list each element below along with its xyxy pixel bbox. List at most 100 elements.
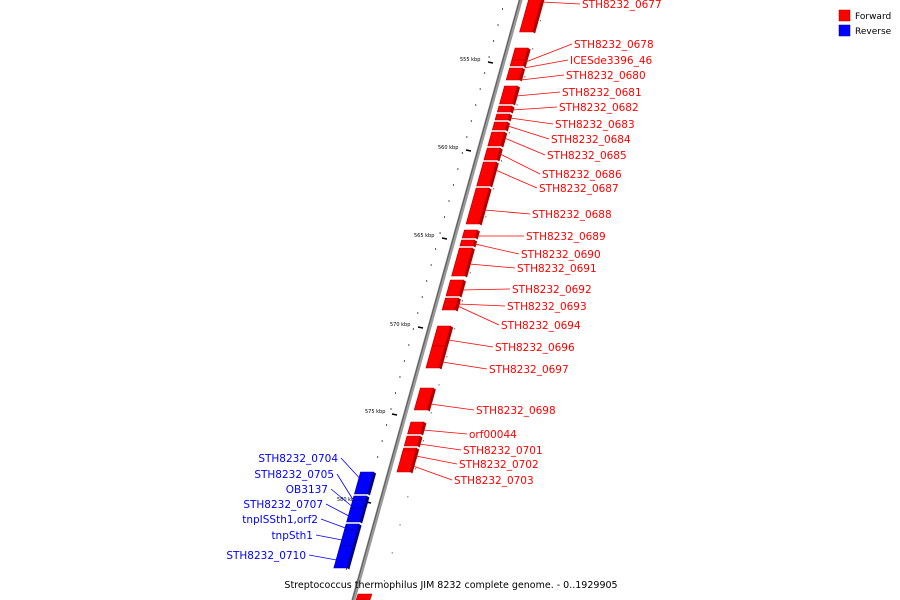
ruler-tick-label: 580 kbp	[337, 497, 357, 503]
gene-label[interactable]: STH8232_0682	[559, 102, 639, 114]
legend: Forward Reverse	[838, 9, 892, 37]
gene-label[interactable]: STH8232_0686	[542, 169, 622, 181]
gene-block	[491, 121, 508, 131]
ruler-dot	[415, 468, 417, 470]
gene-leader-line	[462, 288, 511, 291]
gene-label[interactable]: STH8232_0678	[574, 39, 654, 51]
ruler-tick-label: 560 kbp	[438, 145, 458, 151]
gene-leader-line	[442, 361, 488, 370]
ruler-dot	[524, 76, 526, 78]
gene-block-shade	[352, 530, 360, 548]
gene-label[interactable]: STH8232_0690	[521, 249, 601, 261]
ruler-dot	[454, 328, 456, 330]
gene-block-shade	[363, 500, 369, 510]
gene-leader-line	[415, 455, 458, 465]
ruler-dot	[403, 360, 405, 362]
gene-label[interactable]: STH8232_0680	[566, 70, 646, 82]
ruler-dot	[500, 160, 502, 162]
ruler-dot	[422, 440, 424, 442]
gene-label[interactable]: STH8232_0677	[582, 0, 662, 11]
gene-label[interactable]: STH8232_0689	[526, 231, 606, 243]
ruler-dot	[383, 580, 385, 582]
gene-label[interactable]: STH8232_0697	[489, 364, 569, 376]
gene-block-shade	[417, 436, 423, 448]
gene-label[interactable]: STH8232_0681	[562, 87, 642, 99]
ruler-dot	[475, 104, 477, 106]
gene-label[interactable]: STH8232_0707	[243, 499, 323, 511]
gene-label[interactable]: STH8232_0696	[495, 342, 575, 354]
gene-block-shade	[479, 188, 492, 226]
gene-label[interactable]: orf00044	[469, 429, 517, 441]
gene-block-shade	[445, 326, 454, 348]
gene-label[interactable]: STH8232_0694	[501, 320, 581, 332]
ruler-dot	[345, 568, 347, 570]
gene-leader-line	[458, 303, 506, 307]
gene-block-shade	[508, 114, 513, 122]
gene-block-shade	[459, 280, 466, 298]
ruler-dot	[417, 312, 419, 314]
ruler-dot	[461, 152, 463, 154]
gene-leader-line	[499, 153, 541, 175]
gene-label[interactable]: STH8232_0691	[517, 263, 597, 275]
gene-label[interactable]: STH8232_0705	[254, 469, 334, 481]
gene-block-shade	[427, 388, 436, 412]
gene-leader-line	[325, 503, 349, 517]
gene-label[interactable]: STH8232_0704	[258, 453, 338, 465]
ruler-dot	[457, 168, 459, 170]
gene-label[interactable]: STH8232_0701	[463, 445, 543, 457]
gene-block	[496, 105, 513, 113]
gene-leader-line	[336, 473, 354, 501]
gene-label[interactable]: tnpISSth1,orf2	[242, 514, 318, 526]
gene-leader-line	[484, 209, 531, 215]
gene-block-shade	[464, 248, 475, 278]
ruler-tick	[417, 326, 424, 329]
gene-label[interactable]: STH8232_0684	[551, 134, 631, 146]
ruler-dot	[466, 136, 468, 138]
gene-block	[442, 301, 458, 309]
gene-block	[350, 499, 367, 509]
gene-block-shade	[532, 0, 545, 34]
ruler-dot	[488, 56, 490, 58]
ruler-dot	[341, 584, 343, 586]
gene-label[interactable]: STH8232_0687	[539, 183, 619, 195]
gene-leader-line	[457, 305, 500, 326]
ruler-dot	[399, 524, 401, 526]
gene-leader-line	[330, 488, 352, 507]
gene-block	[509, 59, 526, 67]
gene-leader-line	[520, 74, 565, 81]
ruler-dot	[469, 272, 471, 274]
ruler-dot	[394, 392, 396, 394]
gene-label[interactable]: STH8232_0693	[507, 301, 587, 313]
ruler-dot	[412, 328, 414, 330]
gene-label[interactable]: OB3137	[286, 484, 328, 496]
gene-leader-line	[320, 518, 346, 529]
gene-leader-line	[423, 429, 468, 435]
ruler-dot	[502, 8, 503, 10]
gene-block-shade	[438, 346, 448, 370]
ruler-dot	[540, 20, 541, 22]
gene-block	[459, 239, 476, 247]
gene-block	[494, 113, 511, 121]
gene-leader-line	[523, 59, 569, 69]
gene-label[interactable]: STH8232_0685	[547, 150, 627, 162]
gene-label[interactable]: STH8232_0710	[226, 550, 306, 562]
gene-block-shade	[500, 132, 508, 148]
gene-leader-line	[448, 339, 494, 348]
gene-label[interactable]: STH8232_0702	[459, 459, 539, 471]
gene-blocks	[333, 0, 545, 570]
ruler-dot	[493, 188, 495, 190]
gene-block-shade	[357, 524, 362, 532]
ruler-dot	[439, 232, 441, 234]
gene-leader-line	[507, 125, 550, 140]
gene-label[interactable]: STH8232_0683	[555, 119, 635, 131]
gene-block-shade	[524, 48, 531, 62]
ruler-dot	[381, 440, 383, 442]
gene-label[interactable]: STH8232_0698	[476, 405, 556, 417]
gene-label[interactable]: STH8232_0688	[532, 209, 612, 221]
gene-label[interactable]: STH8232_0692	[512, 284, 592, 296]
gene-label[interactable]: STH8232_0703	[454, 475, 534, 487]
gene-label[interactable]: ICESde3396_46	[570, 55, 653, 67]
gene-label[interactable]: tnpSth1	[271, 530, 313, 542]
gene-block-shade	[519, 68, 526, 82]
